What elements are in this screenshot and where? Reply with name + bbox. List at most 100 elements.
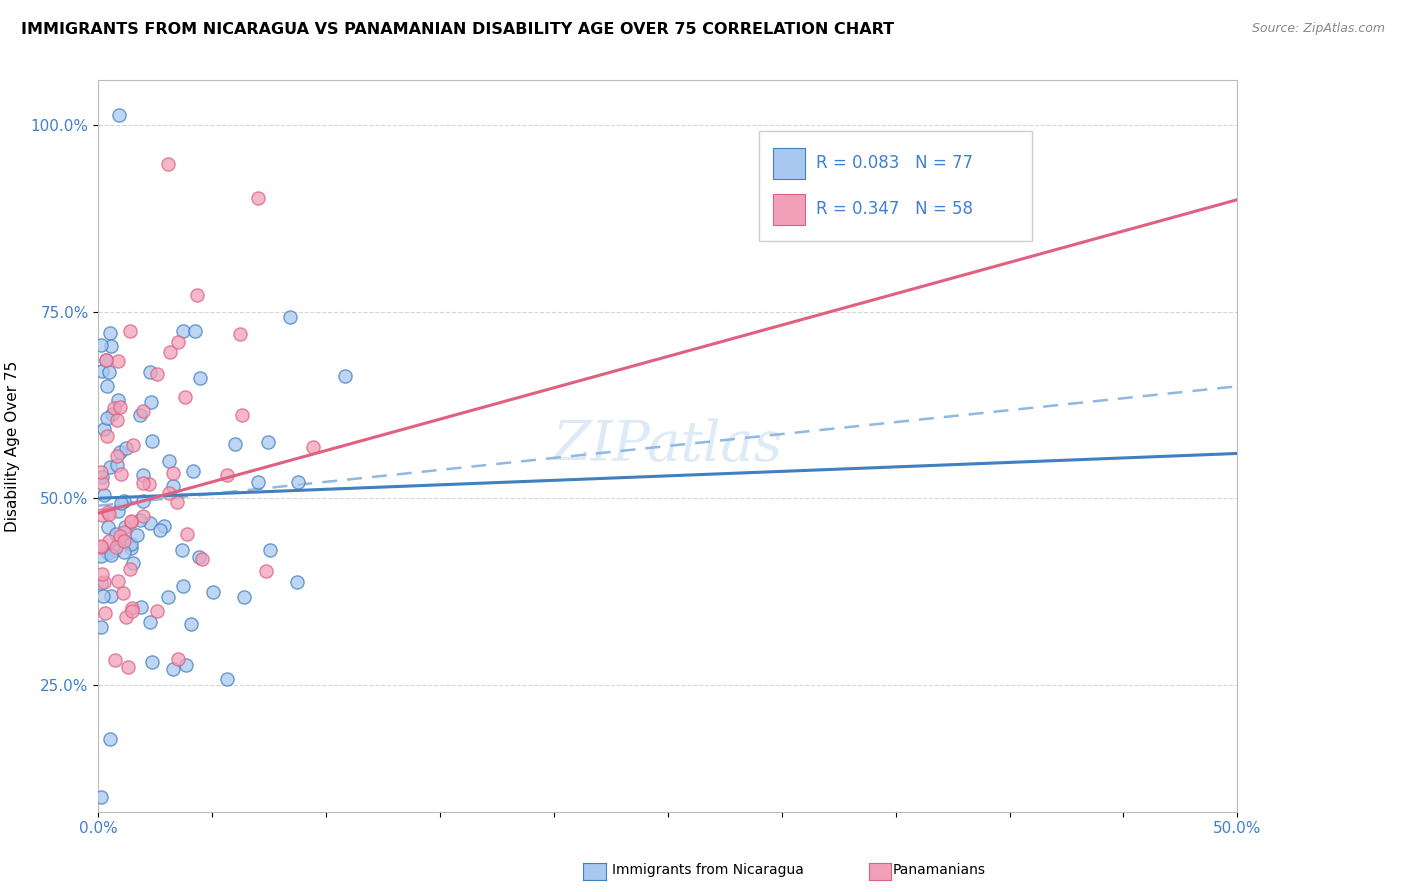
Point [105, 527, 128, 541]
Point [107, 504, 129, 518]
Point [118, 562, 141, 576]
Point [91, 566, 114, 581]
Point [90, 789, 112, 804]
Point [98, 459, 121, 474]
Point [247, 191, 270, 205]
Point [96, 379, 118, 393]
Point [215, 467, 238, 482]
Point [120, 541, 142, 555]
Point [157, 454, 180, 468]
Point [167, 651, 190, 665]
Point [98, 731, 121, 746]
Point [91, 508, 114, 523]
Point [104, 652, 127, 666]
Point [96, 410, 118, 425]
Point [141, 655, 163, 669]
Point [121, 601, 143, 615]
FancyBboxPatch shape [759, 131, 1032, 241]
Point [94, 607, 117, 621]
Point [108, 400, 131, 414]
Point [215, 672, 238, 686]
Point [201, 584, 224, 599]
Point [104, 541, 127, 555]
Point [129, 599, 152, 614]
Point [120, 515, 142, 529]
Point [115, 610, 138, 624]
Point [256, 435, 278, 450]
Point [114, 533, 136, 548]
Point [149, 524, 172, 538]
Point [90, 338, 112, 352]
Point [162, 466, 184, 480]
Point [120, 537, 142, 551]
Point [112, 494, 135, 508]
Point [254, 565, 277, 579]
Point [172, 543, 194, 558]
Point [96, 428, 118, 442]
Point [107, 393, 129, 408]
Point [100, 549, 122, 563]
Point [104, 543, 127, 558]
Point [132, 468, 155, 483]
Point [157, 486, 180, 500]
Point [97, 504, 120, 518]
Text: Source: ZipAtlas.com: Source: ZipAtlas.com [1251, 22, 1385, 36]
Point [98, 534, 121, 549]
Point [93, 488, 115, 502]
Point [224, 437, 246, 451]
Point [172, 324, 194, 338]
Text: Immigrants from Nicaragua: Immigrants from Nicaragua [612, 863, 803, 877]
Point [108, 445, 131, 459]
Point [122, 557, 145, 571]
Point [97, 507, 120, 521]
Point [110, 496, 132, 510]
Y-axis label: Disability Age Over 75: Disability Age Over 75 [4, 360, 20, 532]
Point [96, 353, 118, 368]
Point [112, 525, 135, 540]
Point [93, 575, 115, 590]
Point [91, 470, 114, 484]
Point [98, 365, 121, 379]
Point [181, 464, 204, 478]
Point [114, 520, 136, 534]
Point [100, 590, 122, 604]
Point [129, 513, 152, 527]
Point [176, 526, 198, 541]
Point [107, 574, 129, 589]
Point [121, 438, 143, 452]
Point [90, 475, 112, 490]
Point [90, 549, 112, 564]
Point [172, 579, 194, 593]
Point [139, 615, 162, 630]
Point [105, 449, 128, 463]
Point [90, 539, 112, 553]
Text: ZIPatlas: ZIPatlas [553, 418, 783, 474]
Point [132, 508, 155, 523]
Point [107, 354, 129, 368]
Point [280, 310, 302, 324]
Point [138, 516, 160, 531]
Point [174, 391, 197, 405]
Point [90, 465, 112, 479]
Point [120, 514, 142, 528]
Point [232, 591, 254, 605]
Point [100, 339, 122, 353]
Point [108, 529, 131, 543]
Point [190, 551, 212, 566]
Point [97, 546, 120, 560]
Point [90, 364, 112, 378]
Point [128, 408, 150, 422]
Point [287, 475, 309, 490]
Text: R = 0.083   N = 77: R = 0.083 N = 77 [815, 154, 973, 172]
Text: R = 0.347   N = 58: R = 0.347 N = 58 [815, 200, 973, 218]
Text: Panamanians: Panamanians [893, 863, 986, 877]
Point [162, 479, 184, 493]
Point [141, 434, 163, 448]
Point [132, 404, 155, 418]
Point [188, 371, 211, 385]
Point [118, 325, 141, 339]
Point [180, 617, 202, 632]
Point [127, 527, 149, 541]
Point [166, 495, 188, 509]
Point [90, 576, 112, 591]
